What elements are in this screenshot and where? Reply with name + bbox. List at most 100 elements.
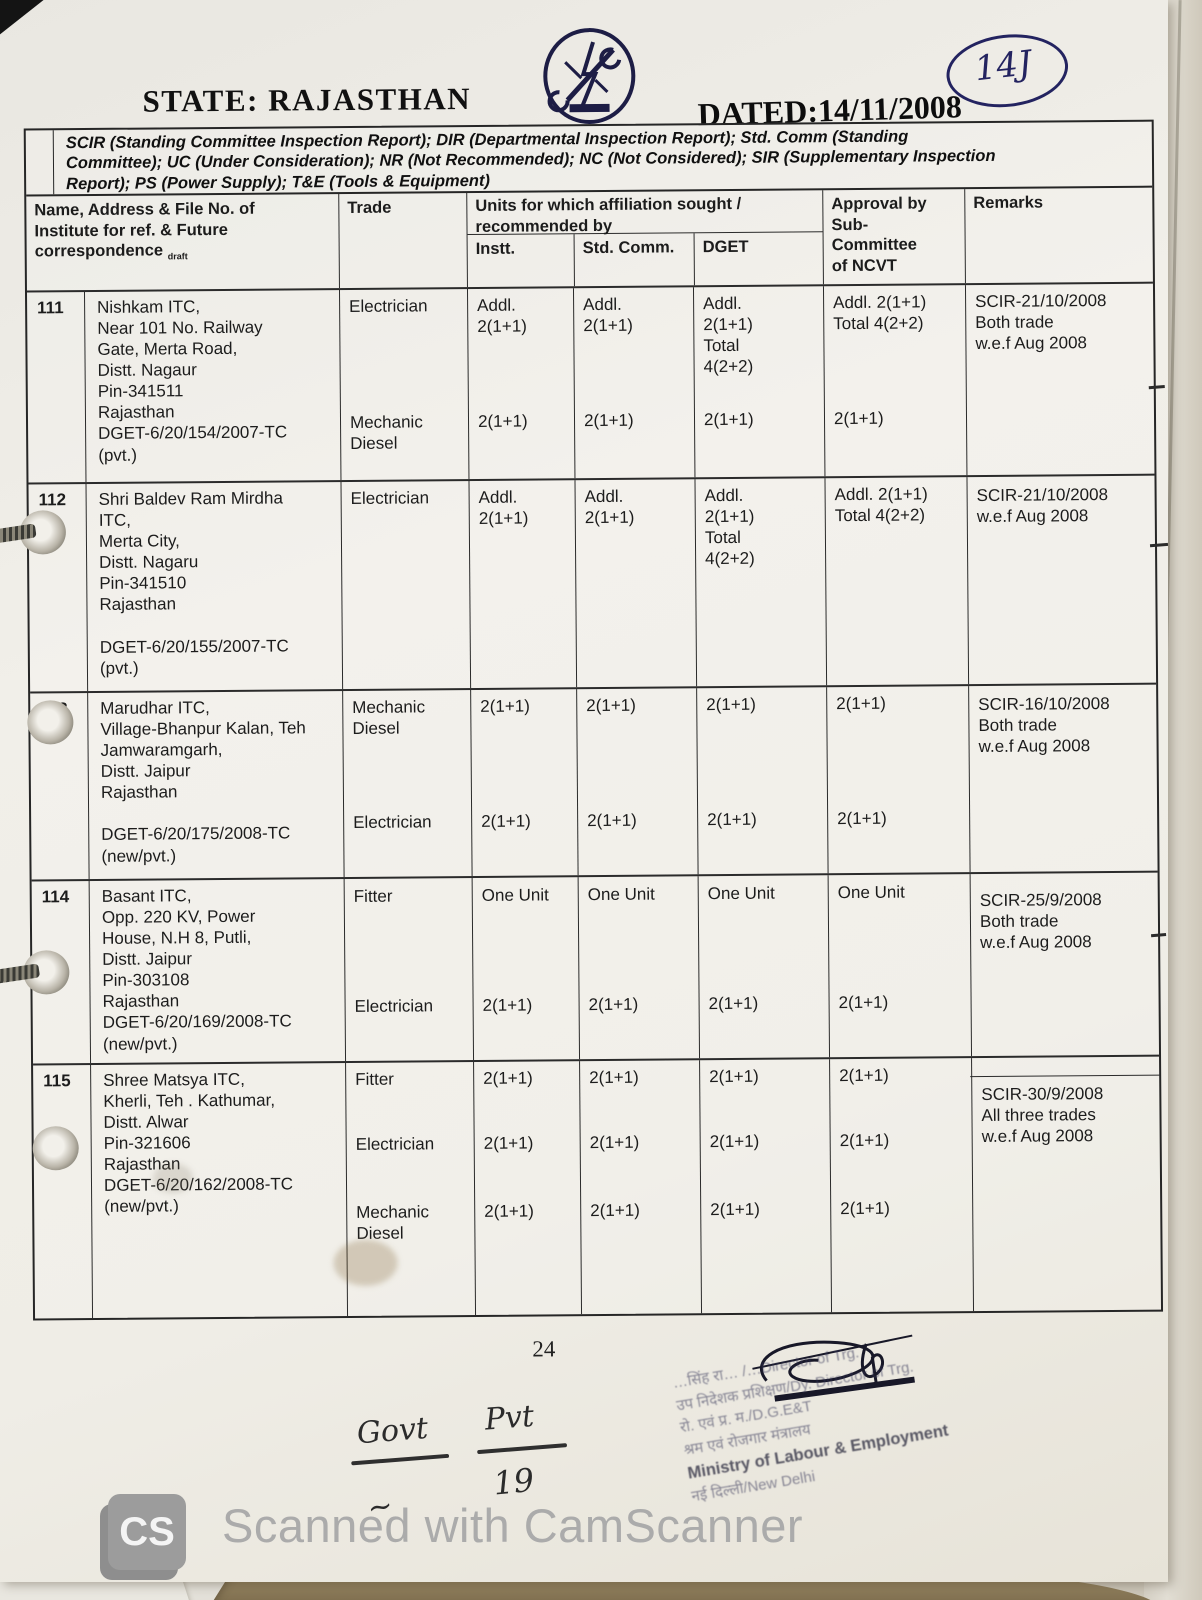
abbreviation-legend: SCIR (Standing Committee Inspection Repo… <box>52 121 1153 195</box>
approval-value: One Unit <box>837 882 905 903</box>
std-comm-value: 2(1+1) <box>586 695 636 716</box>
page-number: 24 <box>532 1336 556 1362</box>
trade-name: Electrician <box>355 1134 435 1154</box>
trade-name: Electrician <box>350 488 430 508</box>
col-header-draft-note: draft <box>167 251 188 262</box>
row-number: 111 <box>37 298 64 318</box>
std-comm-value: 2(1+1) <box>589 1067 639 1088</box>
institute-address: Shree Matsya ITC, Kherli, Teh . Kathumar… <box>90 1063 348 1319</box>
signature <box>746 1327 927 1423</box>
std-comm-value: 2(1+1) <box>588 994 639 1015</box>
instt-cell: One Unit 2(1+1) <box>471 877 580 1061</box>
col-header-trade: Trade <box>338 193 467 289</box>
table-row: 113 Marudhar ITC, Village-Bhanpur Kalan,… <box>30 682 1158 880</box>
handwritten-pvt-count: 19 <box>491 1460 536 1503</box>
col-header-approval: Approval by Sub- Committee of NCVT <box>822 189 965 285</box>
remarks-text: SCIR-21/10/2008 Both trade w.e.f Aug 200… <box>975 291 1107 354</box>
instt-value: 2(1+1) <box>484 1201 534 1221</box>
instt-value: 2(1+1) <box>483 1133 534 1153</box>
table-row: 115 Shree Matsya ITC, Kherli, Teh . Kath… <box>33 1054 1162 1319</box>
dget-value: 2(1+1) <box>710 1199 760 1220</box>
dget-value: 2(1+1) <box>703 409 754 430</box>
remarks-text: SCIR-25/9/2008 Both trade w.e.f Aug 2008 <box>979 890 1102 953</box>
approval-value: Addl. 2(1+1) Total 4(2+2) <box>833 292 927 334</box>
instt-value: One Unit <box>481 885 549 905</box>
table-row: 114 Basant ITC, Opp. 220 KV, Power House… <box>31 870 1160 1064</box>
approval-cell: 2(1+1) 2(1+1) <box>826 686 970 874</box>
std-comm-cell: Addl. 2(1+1) <box>574 479 697 688</box>
row-number: 115 <box>43 1071 71 1091</box>
remarks-text: SCIR-30/9/2008 All three trades w.e.f Au… <box>981 1084 1104 1147</box>
binding-thread-mark <box>0 946 75 999</box>
col-header-dget: DGET <box>693 232 824 286</box>
approval-value: 2(1+1) <box>839 1130 890 1151</box>
col-header-name-text: Name, Address & File No. of Institute fo… <box>34 199 255 261</box>
trade-name: Electrician <box>353 812 432 832</box>
table-header-row: Name, Address & File No. of Institute fo… <box>26 185 1153 291</box>
pvt-underline <box>477 1443 568 1455</box>
instt-cell: 2(1+1) 2(1+1) 2(1+1) <box>473 1061 582 1315</box>
approval-value: 2(1+1) <box>840 1198 890 1219</box>
std-comm-value: 2(1+1) <box>583 410 634 431</box>
punch-hole-mark <box>5 696 79 749</box>
instt-cell: Addl. 2(1+1) 2(1+1) <box>466 288 575 480</box>
trade-cell: Electrician Mechanic Diesel <box>338 289 469 481</box>
handwritten-pvt-label: Pvt <box>483 1398 536 1438</box>
dget-value: 2(1+1) <box>709 1066 759 1087</box>
state-title: STATE: RAJASTHAN <box>142 80 472 119</box>
institute-address: Shri Baldev Ram Mirdha ITC, Merta City, … <box>85 482 343 692</box>
approval-value: Addl. 2(1+1) Total 4(2+2) <box>834 484 928 526</box>
std-comm-value: 2(1+1) <box>587 810 637 831</box>
remarks-text: SCIR-21/10/2008 w.e.f Aug 2008 <box>976 485 1109 527</box>
instt-cell: 2(1+1) 2(1+1) <box>470 689 578 877</box>
dget-value: One Unit <box>707 883 775 904</box>
col-header-units: Units for which affiliation sought / rec… <box>467 190 823 236</box>
handwritten-govt-label: Govt <box>355 1410 430 1452</box>
std-comm-value: 2(1+1) <box>589 1132 640 1153</box>
std-comm-cell: 2(1+1) 2(1+1) 2(1+1) <box>579 1060 702 1315</box>
trade-name: Mechanic Diesel <box>352 697 426 739</box>
std-comm-value: 2(1+1) <box>590 1200 640 1221</box>
approval-value: 2(1+1) <box>837 808 887 829</box>
camscanner-icon: CS <box>100 1494 186 1580</box>
remarks-cell: SCIR-21/10/2008 Both trade w.e.f Aug 200… <box>964 283 1154 476</box>
dget-value: Addl. 2(1+1) Total 4(2+2) <box>704 485 755 569</box>
instt-value: 2(1+1) <box>477 411 528 431</box>
dget-cell: Addl. 2(1+1) Total 4(2+2) <box>694 478 827 687</box>
binding-thread-mark <box>0 506 72 559</box>
std-comm-value: Addl. 2(1+1) <box>583 294 633 336</box>
trade-name: Electrician <box>354 996 434 1016</box>
trade-name: Mechanic Diesel <box>356 1202 430 1244</box>
remarks-cell: SCIR-30/9/2008 All three trades w.e.f Au… <box>971 1056 1161 1312</box>
dget-value: 2(1+1) <box>706 694 756 715</box>
approval-cell: One Unit 2(1+1) <box>827 874 972 1058</box>
approval-cell: Addl. 2(1+1) Total 4(2+2) <box>824 477 969 686</box>
col-header-remarks: Remarks <box>964 187 1152 284</box>
affiliation-table: SCIR (Standing Committee Inspection Repo… <box>23 119 1164 1321</box>
instt-value: Addl. 2(1+1) <box>477 295 527 337</box>
instt-value: 2(1+1) <box>480 696 530 716</box>
std-comm-value: One Unit <box>587 884 655 905</box>
camscanner-watermark-text: Scanned with CamScanner <box>222 1499 804 1552</box>
approval-value: 2(1+1) <box>833 408 884 429</box>
edge-tick <box>1148 384 1165 390</box>
std-comm-cell: Addl. 2(1+1) 2(1+1) <box>572 287 695 479</box>
instt-value: 2(1+1) <box>482 995 533 1015</box>
approval-value: 2(1+1) <box>838 992 889 1013</box>
circled-number-text: 14J <box>972 43 1034 90</box>
paper-sheet <box>0 0 1168 1582</box>
remarks-text: SCIR-16/10/2008 Both trade w.e.f Aug 200… <box>978 693 1110 757</box>
trade-cell: Electrician <box>340 481 471 690</box>
approval-value: 2(1+1) <box>836 693 886 714</box>
edge-tick <box>1149 542 1169 548</box>
col-header-units-group: Units for which affiliation sought / rec… <box>466 190 824 288</box>
trade-name: Fitter <box>355 1069 394 1089</box>
stain <box>152 1163 194 1194</box>
edge-tick <box>1150 933 1167 938</box>
trade-name: Fitter <box>353 886 393 906</box>
table-row: 111 Nishkam ITC, Near 101 No. Railway Ga… <box>26 281 1155 483</box>
trade-cell: Mechanic Diesel Electrician <box>342 690 472 878</box>
approval-cell: Addl. 2(1+1) Total 4(2+2) 2(1+1) <box>822 285 967 477</box>
remarks-cell: SCIR-21/10/2008 w.e.f Aug 2008 <box>966 475 1156 685</box>
